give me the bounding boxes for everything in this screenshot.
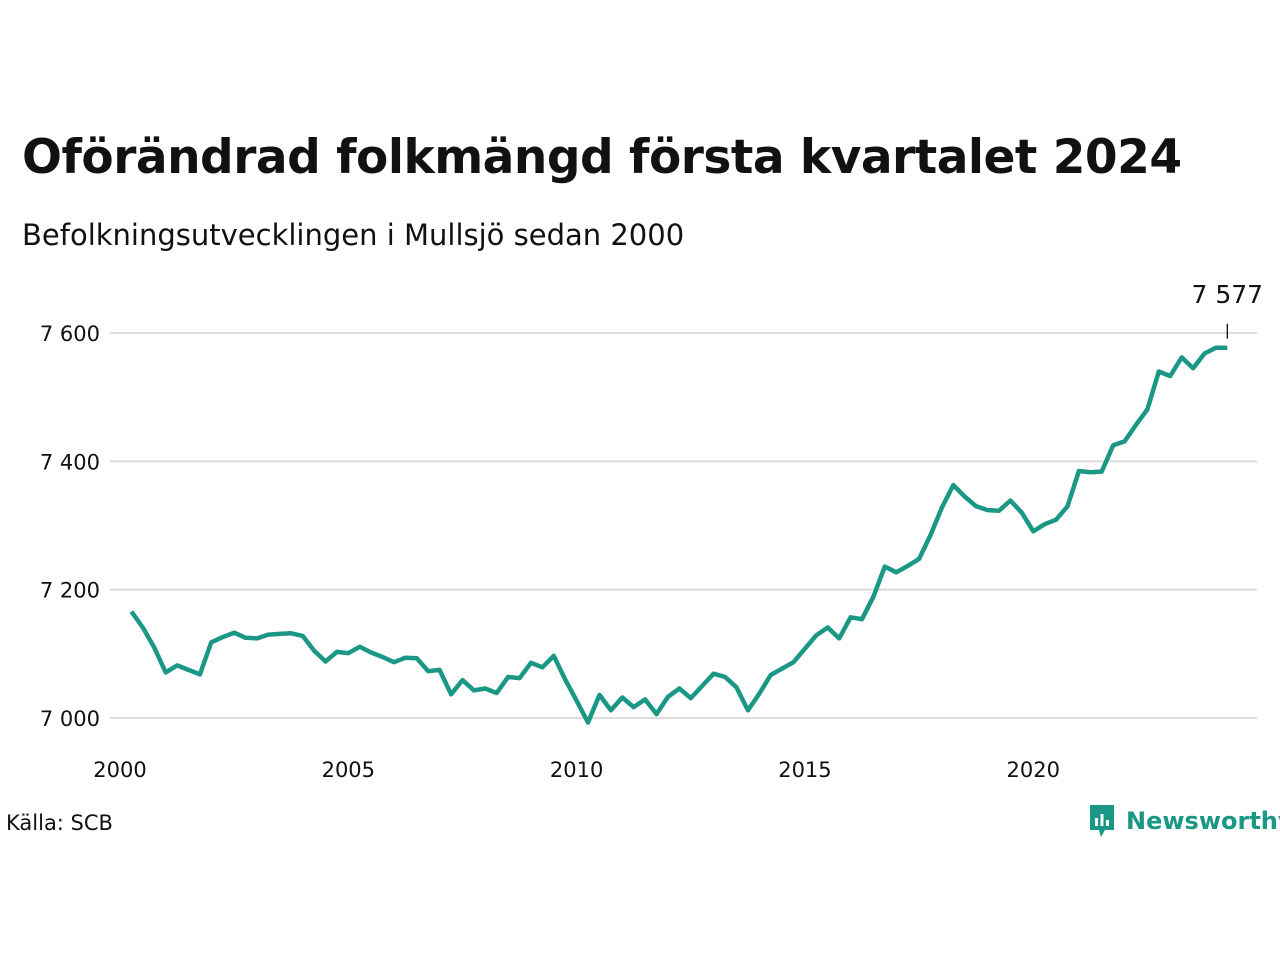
y-tick-label: 7 000 (40, 707, 100, 731)
brand-logo[interactable]: Newsworthy (1088, 803, 1280, 839)
series-line (129, 345, 1228, 725)
x-tick-label: 2020 (1007, 758, 1060, 782)
x-tick-label: 2010 (550, 758, 603, 782)
annotations: 7 577 (1192, 280, 1264, 339)
chart-title: Oförändrad folkmängd första kvartalet 20… (22, 130, 1182, 185)
x-tick-label: 2005 (322, 758, 375, 782)
x-tick-label: 2000 (93, 758, 146, 782)
y-tick-label: 7 600 (40, 322, 100, 346)
source-note: Källa: SCB (6, 811, 113, 835)
newsworthy-logo-icon (1090, 805, 1114, 837)
brand-name: Newsworthy (1126, 807, 1280, 835)
y-tick-label: 7 200 (40, 579, 100, 603)
x-axis-labels: 2000 2005 2010 2015 2020 (93, 758, 1060, 782)
y-axis-labels: 7 000 7 200 7 400 7 600 (40, 322, 100, 731)
gridlines (110, 332, 1257, 719)
chart-subtitle: Befolkningsutvecklingen i Mullsjö sedan … (22, 218, 685, 252)
y-tick-label: 7 400 (40, 450, 100, 474)
series-layer (129, 345, 1228, 725)
x-tick-label: 2015 (778, 758, 831, 782)
end-value-label: 7 577 (1192, 280, 1264, 309)
